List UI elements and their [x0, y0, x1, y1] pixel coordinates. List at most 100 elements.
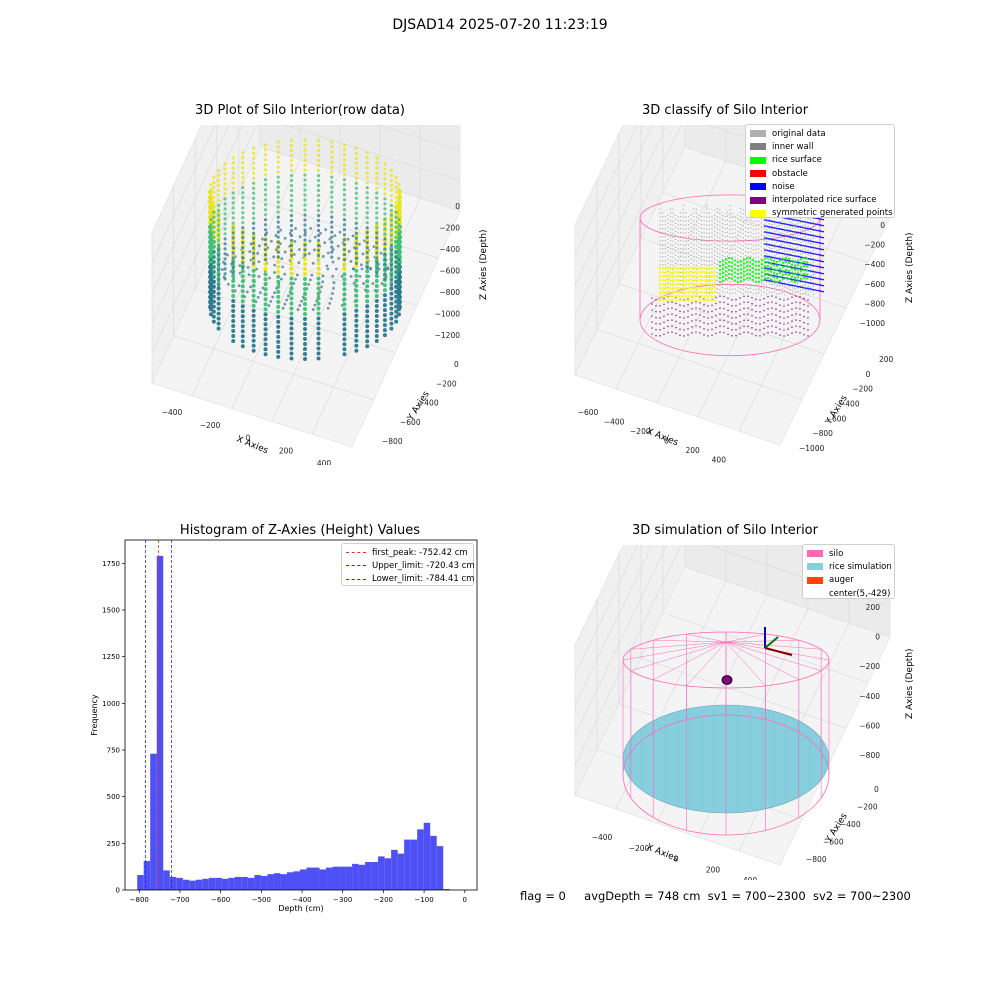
interpolated-point: [795, 301, 797, 303]
inner-wall-point: [758, 288, 760, 290]
inner-wall-point: [682, 248, 684, 250]
noise-point: [778, 245, 780, 248]
inner-wall-point: [737, 290, 739, 292]
rice-surface-point: [748, 273, 752, 276]
wall-point: [303, 218, 307, 222]
noise-point: [766, 255, 768, 258]
noise-point: [774, 233, 776, 235]
rice-surface-point: [754, 260, 758, 263]
noise-point: [810, 264, 812, 267]
wall-point: [231, 271, 235, 275]
inner-wall-point: [724, 260, 726, 262]
wall-point: [365, 261, 369, 265]
panel2-y-tick: −200: [852, 385, 873, 394]
inner-wall-point: [664, 264, 666, 266]
rice-surface-point: [790, 271, 794, 275]
interpolated-point: [747, 301, 749, 303]
symmetric-point: [661, 278, 665, 282]
inner-wall-point: [745, 283, 747, 285]
wall-point: [303, 282, 307, 286]
noise-point: [766, 219, 768, 222]
inner-wall-point: [789, 285, 791, 287]
wall-point: [241, 186, 245, 190]
inner-wall-point: [742, 249, 744, 251]
wall-point: [316, 286, 321, 291]
inner-wall-point: [758, 236, 760, 238]
inner-wall-point: [672, 264, 674, 266]
symmetric-point: [684, 282, 687, 286]
interpolated-point: [687, 322, 689, 324]
inner-wall-point: [672, 248, 674, 250]
x-tick-label: −300: [333, 896, 352, 904]
inner-wall-point: [779, 292, 781, 295]
inner-wall-point: [667, 250, 669, 252]
inner-wall-point: [734, 216, 736, 218]
wall-point: [231, 289, 236, 294]
inner-wall-point: [794, 251, 796, 254]
symmetric-point: [668, 282, 671, 286]
inner-wall-point: [753, 273, 755, 275]
wall-point: [303, 233, 307, 237]
rice-surface-point: [763, 273, 767, 276]
inner-wall-point: [690, 246, 692, 248]
interpolated-point: [707, 305, 709, 307]
inner-wall-point: [721, 227, 723, 229]
inner-wall-point: [680, 291, 682, 294]
wall-point: [365, 319, 370, 324]
inner-wall-point: [675, 258, 677, 261]
panel4-y-tick: 0: [874, 785, 879, 794]
interpolated-point: [771, 319, 773, 321]
inner-wall-point: [758, 244, 760, 246]
inner-wall-point: [745, 231, 747, 233]
wall-point: [216, 173, 221, 177]
wall-point: [252, 151, 256, 155]
symmetric-point: [658, 282, 662, 286]
inner-wall-point: [792, 227, 794, 229]
wall-point: [303, 357, 307, 361]
symmetric-point: [703, 294, 707, 298]
symmetric-point: [681, 270, 684, 274]
noise-point: [772, 250, 774, 253]
noise-point: [822, 230, 824, 233]
inner-wall-point: [662, 232, 664, 234]
wall-point: [212, 250, 216, 254]
inner-wall-point: [799, 293, 801, 295]
histogram-bar: [286, 872, 294, 890]
interpolated-point: [795, 295, 797, 297]
floor-point: [351, 234, 355, 238]
wall-point: [241, 266, 245, 270]
floor-point: [325, 264, 329, 268]
wall-point: [216, 228, 221, 232]
inner-wall-point: [747, 288, 749, 290]
wall-point: [330, 210, 334, 214]
inner-wall-point: [810, 263, 812, 265]
inner-wall-point: [740, 215, 742, 218]
grid-line: [173, 335, 374, 401]
inner-wall-point: [737, 238, 739, 240]
grid-line: [615, 160, 727, 390]
inner-wall-point: [708, 248, 710, 250]
inner-wall-point: [810, 239, 812, 241]
inner-wall-point: [695, 228, 697, 230]
interpolated-point: [807, 323, 809, 325]
symmetric-point: [687, 294, 691, 298]
inner-wall-point: [747, 292, 749, 294]
inner-wall-point: [659, 232, 661, 234]
wall-point: [241, 256, 245, 260]
inner-wall-point: [727, 247, 729, 249]
wall-point: [365, 339, 370, 344]
wall-point: [354, 211, 358, 215]
noise-point: [808, 269, 810, 272]
inner-wall-point: [732, 228, 734, 230]
symmetric-point: [668, 298, 671, 302]
inner-wall-point: [797, 291, 799, 293]
inner-wall-point: [698, 234, 700, 237]
panel2-x-tick: 200: [686, 446, 701, 455]
wall-point: [276, 215, 280, 219]
inner-wall-point: [812, 285, 814, 287]
interpolated-point: [699, 296, 701, 298]
inner-wall-point: [773, 243, 775, 245]
interpolated-point: [775, 326, 777, 328]
inner-wall-point: [711, 260, 713, 262]
noise-point: [802, 220, 804, 223]
